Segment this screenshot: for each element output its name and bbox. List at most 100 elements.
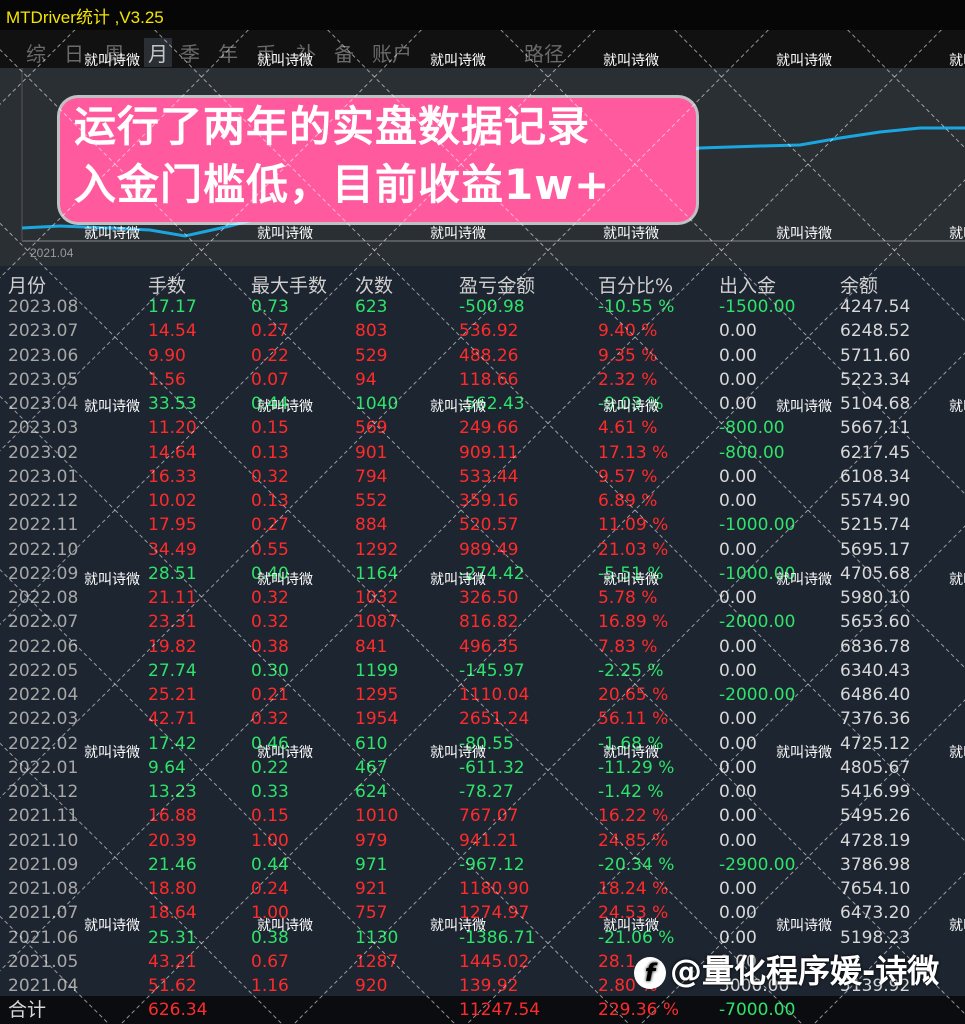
row-pnl: 1180.90: [459, 879, 530, 899]
row-pnl: 359.16: [459, 491, 519, 511]
row-cash-flow: -1500.00: [719, 297, 796, 317]
row-month: 2023.06: [8, 345, 79, 366]
row-pnl: 941.21: [459, 830, 519, 851]
row-lots: 11.20: [148, 418, 197, 439]
table-row: 2023.05 1.56 0.07 94 118.66 2.32 % 0.00 5223.34: [0, 368, 965, 392]
row-lots: 19.82: [148, 636, 197, 657]
table-row: 2023.01 16.33 0.32 794 533.44 9.57 % 0.00 6108.…: [0, 465, 965, 489]
row-percent: 20.65 %: [598, 685, 669, 705]
row-max-lots: 0.33: [251, 782, 289, 802]
row-count: 1087: [355, 612, 399, 633]
row-max-lots: 0.32: [251, 588, 289, 608]
row-month: 2021.05: [8, 951, 79, 972]
row-balance: 5667.11: [840, 418, 911, 439]
row-month: 2023.05: [8, 369, 79, 390]
row-max-lots: 0.15: [251, 418, 289, 439]
row-balance: 5653.60: [840, 612, 911, 633]
row-cash-flow: 0.00: [719, 539, 757, 560]
row-balance: 5495.26: [840, 806, 911, 827]
row-pnl: 989.49: [459, 539, 519, 560]
row-balance: 6108.34: [840, 466, 911, 487]
row-balance: 5695.17: [840, 539, 911, 560]
row-lots: 18.80: [148, 879, 197, 899]
row-month: 2023.01: [8, 466, 79, 487]
header-count: 次数: [355, 275, 394, 297]
table-row: 2021.07 18.64 1.00 757 1274.97 24.53 % 0.00 647…: [0, 901, 965, 925]
row-max-lots: 0.32: [251, 709, 289, 730]
row-cash-flow: -800.00: [719, 418, 785, 439]
row-max-lots: 0.22: [251, 345, 289, 366]
row-count: 803: [355, 321, 388, 342]
table-row: 2022.09 28.51 0.40 1164 -274.42 -5.51 % -1000.…: [0, 562, 965, 586]
row-pnl: -80.55: [459, 733, 514, 754]
row-cash-flow: -2000.00: [719, 685, 796, 705]
row-month: 2022.09: [8, 563, 79, 584]
tab-8[interactable]: 备: [334, 42, 354, 66]
tab-1[interactable]: 日: [64, 42, 84, 66]
row-balance: 5223.34: [840, 369, 911, 390]
table-row: 2021.09 21.46 0.44 971 -967.12 -20.34 % -2900.…: [0, 853, 965, 877]
tab-6[interactable]: 币: [256, 42, 276, 66]
row-max-lots: 0.21: [251, 685, 289, 705]
row-month: 2022.08: [8, 588, 79, 608]
brand-f-icon: f: [634, 957, 666, 989]
tab-bar: 综日周月季年币补备账户 路径: [0, 30, 965, 68]
row-cash-flow: 0.00: [719, 660, 757, 681]
row-percent: 16.22 %: [598, 806, 669, 827]
table-row: 2022.06 19.82 0.38 841 496.35 7.83 % 0.00 6836.…: [0, 635, 965, 659]
tab-3[interactable]: 月: [144, 38, 172, 67]
row-lots: 9.64: [148, 757, 186, 778]
row-lots: 14.54: [148, 321, 197, 342]
row-lots: 33.53: [148, 394, 197, 414]
total-percent: 229.36 %: [598, 1000, 680, 1020]
row-percent: -5.51 %: [598, 563, 664, 584]
total-lots: 626.34: [148, 1000, 208, 1020]
table-row: 2021.10 20.39 1.00 979 941.21 24.85 % 0.00 4728…: [0, 829, 965, 853]
row-cash-flow: 0.00: [719, 466, 757, 487]
row-percent: 17.13 %: [598, 442, 669, 463]
row-percent: 28.1: [598, 951, 636, 972]
table-row: 2021.12 13.23 0.33 624 -78.27 -1.42 % 0.00 5416…: [0, 780, 965, 804]
row-month: 2022.04: [8, 685, 79, 705]
row-lots: 34.49: [148, 539, 197, 560]
tab-10[interactable]: 路径: [524, 42, 564, 66]
row-month: 2021.09: [8, 854, 79, 875]
row-month: 2021.08: [8, 879, 79, 899]
row-max-lots: 0.32: [251, 466, 289, 487]
row-cash-flow: -1000.00: [719, 563, 796, 584]
tab-2[interactable]: 周: [104, 42, 124, 66]
tab-7[interactable]: 补: [296, 42, 316, 66]
row-percent: 21.03 %: [598, 539, 669, 560]
table-row: 2023.02 14.64 0.13 901 909.11 17.13 % -800.00 6…: [0, 441, 965, 465]
tab-5[interactable]: 年: [218, 42, 238, 66]
header-cash-flow: 出入金: [719, 275, 777, 297]
header-pnl: 盈亏金额: [459, 275, 536, 297]
row-month: 2021.11: [8, 806, 79, 827]
table-row: 2022.10 34.49 0.55 1292 989.49 21.03 % 0.00 569…: [0, 538, 965, 562]
row-max-lots: 0.73: [251, 297, 289, 317]
row-percent: 9.35 %: [598, 345, 658, 366]
row-pnl: 533.44: [459, 466, 519, 487]
row-lots: 16.88: [148, 806, 197, 827]
row-cash-flow: 0.00: [719, 757, 757, 778]
row-balance: 5980.10: [840, 588, 911, 608]
tab-9[interactable]: 账户: [372, 42, 412, 66]
row-balance: 7654.10: [840, 879, 911, 899]
row-pnl: -78.27: [459, 782, 514, 802]
row-pnl: 1274.97: [459, 903, 530, 924]
row-cash-flow: -1000.00: [719, 515, 796, 536]
row-lots: 42.71: [148, 709, 197, 730]
table-row: 2022.04 25.21 0.21 1295 1110.04 20.65 % -2000.…: [0, 683, 965, 707]
row-percent: 11.09 %: [598, 515, 669, 536]
row-balance: 6486.40: [840, 685, 911, 705]
row-count: 841: [355, 636, 388, 657]
row-count: 1010: [355, 806, 399, 827]
row-max-lots: 0.27: [251, 321, 289, 342]
row-balance: 7376.36: [840, 709, 911, 730]
row-cash-flow: -2900.00: [719, 854, 796, 875]
tab-0[interactable]: 综: [26, 42, 46, 66]
row-pnl: 536.92: [459, 321, 519, 342]
row-month: 2023.02: [8, 442, 79, 463]
row-lots: 17.42: [148, 733, 197, 754]
tab-4[interactable]: 季: [180, 42, 200, 66]
